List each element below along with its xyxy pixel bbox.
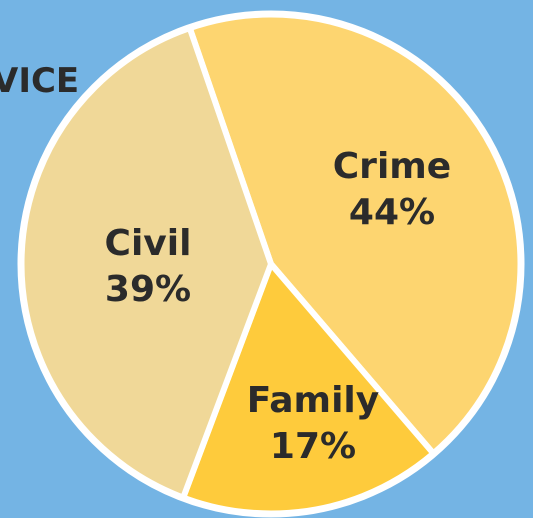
labels: Crime 44% Family 17% Civil 39% <box>105 146 452 467</box>
slice-value-label: 39% <box>105 269 191 310</box>
pie-border <box>17 10 525 518</box>
chart-title: VICE <box>0 61 79 101</box>
slice-label: Crime <box>333 146 451 187</box>
slice-label: Family <box>247 380 379 421</box>
slice-value-label: 44% <box>349 192 435 233</box>
pie <box>17 10 525 518</box>
slice-label: Civil <box>105 223 192 264</box>
slice-value-label: 17% <box>270 426 356 467</box>
